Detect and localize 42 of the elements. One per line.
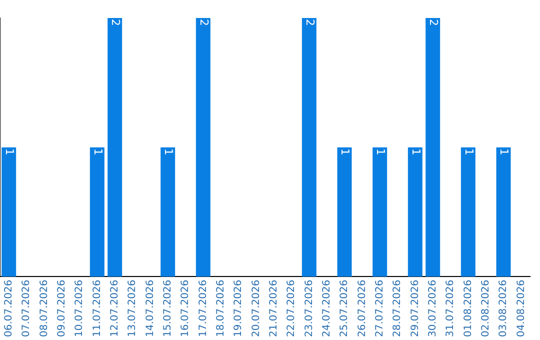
x-tick-label: 18.07.2026	[215, 280, 226, 338]
data-label: 2	[303, 19, 316, 26]
x-tick-label: 07.07.2026	[21, 280, 32, 338]
x-tick-label: 03.08.2026	[498, 280, 510, 338]
data-label: 2	[197, 19, 210, 26]
data-label: 2	[426, 19, 440, 26]
x-tick-label: 15.07.2026	[162, 280, 174, 338]
x-tick-label: 14.07.2026	[144, 280, 156, 338]
data-label: 1	[374, 148, 387, 156]
x-tick-label: 06.07.2026	[3, 280, 14, 338]
x-tick-label: 01.08.2026	[462, 280, 474, 338]
data-label: 1	[2, 148, 16, 156]
x-tick-label: 31.07.2026	[445, 280, 456, 338]
data-label: 1	[162, 148, 175, 156]
x-tick-label: 16.07.2026	[180, 280, 192, 338]
x-tick-label: 26.07.2026	[356, 280, 368, 338]
x-tick-label: 13.07.2026	[127, 280, 138, 338]
x-tick-label: 27.07.2026	[374, 280, 386, 338]
x-tick-label: 12.07.2026	[109, 280, 120, 338]
x-tick-label: 10.07.2026	[74, 280, 86, 338]
data-label: 1	[409, 148, 422, 156]
data-label: 1	[338, 148, 352, 156]
x-tick-label: 17.07.2026	[198, 280, 209, 338]
x-tick-label: 09.07.2026	[56, 280, 68, 338]
x-tick-label: 20.07.2026	[250, 280, 262, 338]
x-tick-label: 22.07.2026	[286, 280, 298, 338]
x-tick-label: 08.07.2026	[38, 280, 50, 338]
x-tick-label: 11.07.2026	[92, 280, 103, 338]
x-tick-label: 30.07.2026	[427, 280, 438, 338]
x-tick-label: 02.08.2026	[480, 280, 492, 338]
data-label: 1	[462, 148, 476, 156]
x-tick-label: 28.07.2026	[392, 280, 404, 338]
x-tick-label: 25.07.2026	[339, 280, 350, 338]
x-tick-label: 24.07.2026	[321, 280, 332, 338]
data-label: 2	[108, 19, 122, 26]
x-tick-label: 23.07.2026	[304, 280, 315, 338]
data-label: 1	[498, 148, 511, 156]
x-tick-label: 29.07.2026	[410, 280, 421, 338]
x-tick-label: 04.08.2026	[516, 280, 527, 338]
data-label: 1	[91, 148, 104, 156]
x-tick-label: 19.07.2026	[233, 280, 244, 338]
x-tick-label: 21.07.2026	[268, 280, 280, 338]
